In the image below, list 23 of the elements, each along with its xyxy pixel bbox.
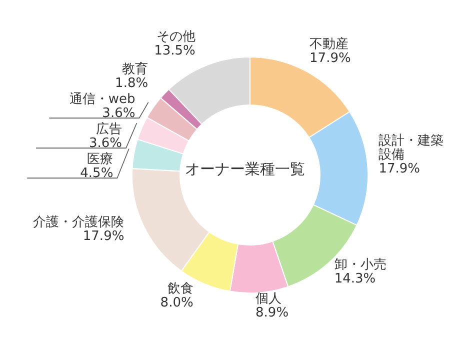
slice-label: 医療: [87, 152, 114, 168]
data-label: 4.5%: [80, 166, 114, 182]
data-label: 17.9%: [378, 161, 420, 176]
data-label: 17.9%: [82, 228, 124, 244]
data-label: 13.5%: [154, 44, 196, 59]
slice-label: 個人: [256, 292, 282, 307]
slice-label: 教育: [122, 61, 148, 78]
data-label: 8.9%: [256, 306, 289, 321]
slice-label: 不動産: [310, 36, 349, 52]
slice-label: 飲食: [167, 281, 194, 296]
data-label: 8.0%: [160, 295, 194, 310]
data-label: 3.6%: [102, 106, 136, 122]
slice-label: 通信・web: [69, 92, 136, 108]
slice-label: 卸・小売: [334, 257, 386, 272]
text: オーナー業種一覧: [184, 160, 306, 179]
data-label: 1.8%: [115, 76, 148, 92]
data-label: 14.3%: [334, 271, 376, 286]
data-label: 17.9%: [310, 50, 351, 66]
data-label: 3.6%: [88, 136, 122, 152]
slice-label: その他: [156, 30, 196, 45]
slice-label: 広告: [96, 121, 122, 138]
slice-label: 介護・介護保険: [33, 214, 124, 230]
slice-label: 設計・建築設備: [378, 133, 444, 162]
